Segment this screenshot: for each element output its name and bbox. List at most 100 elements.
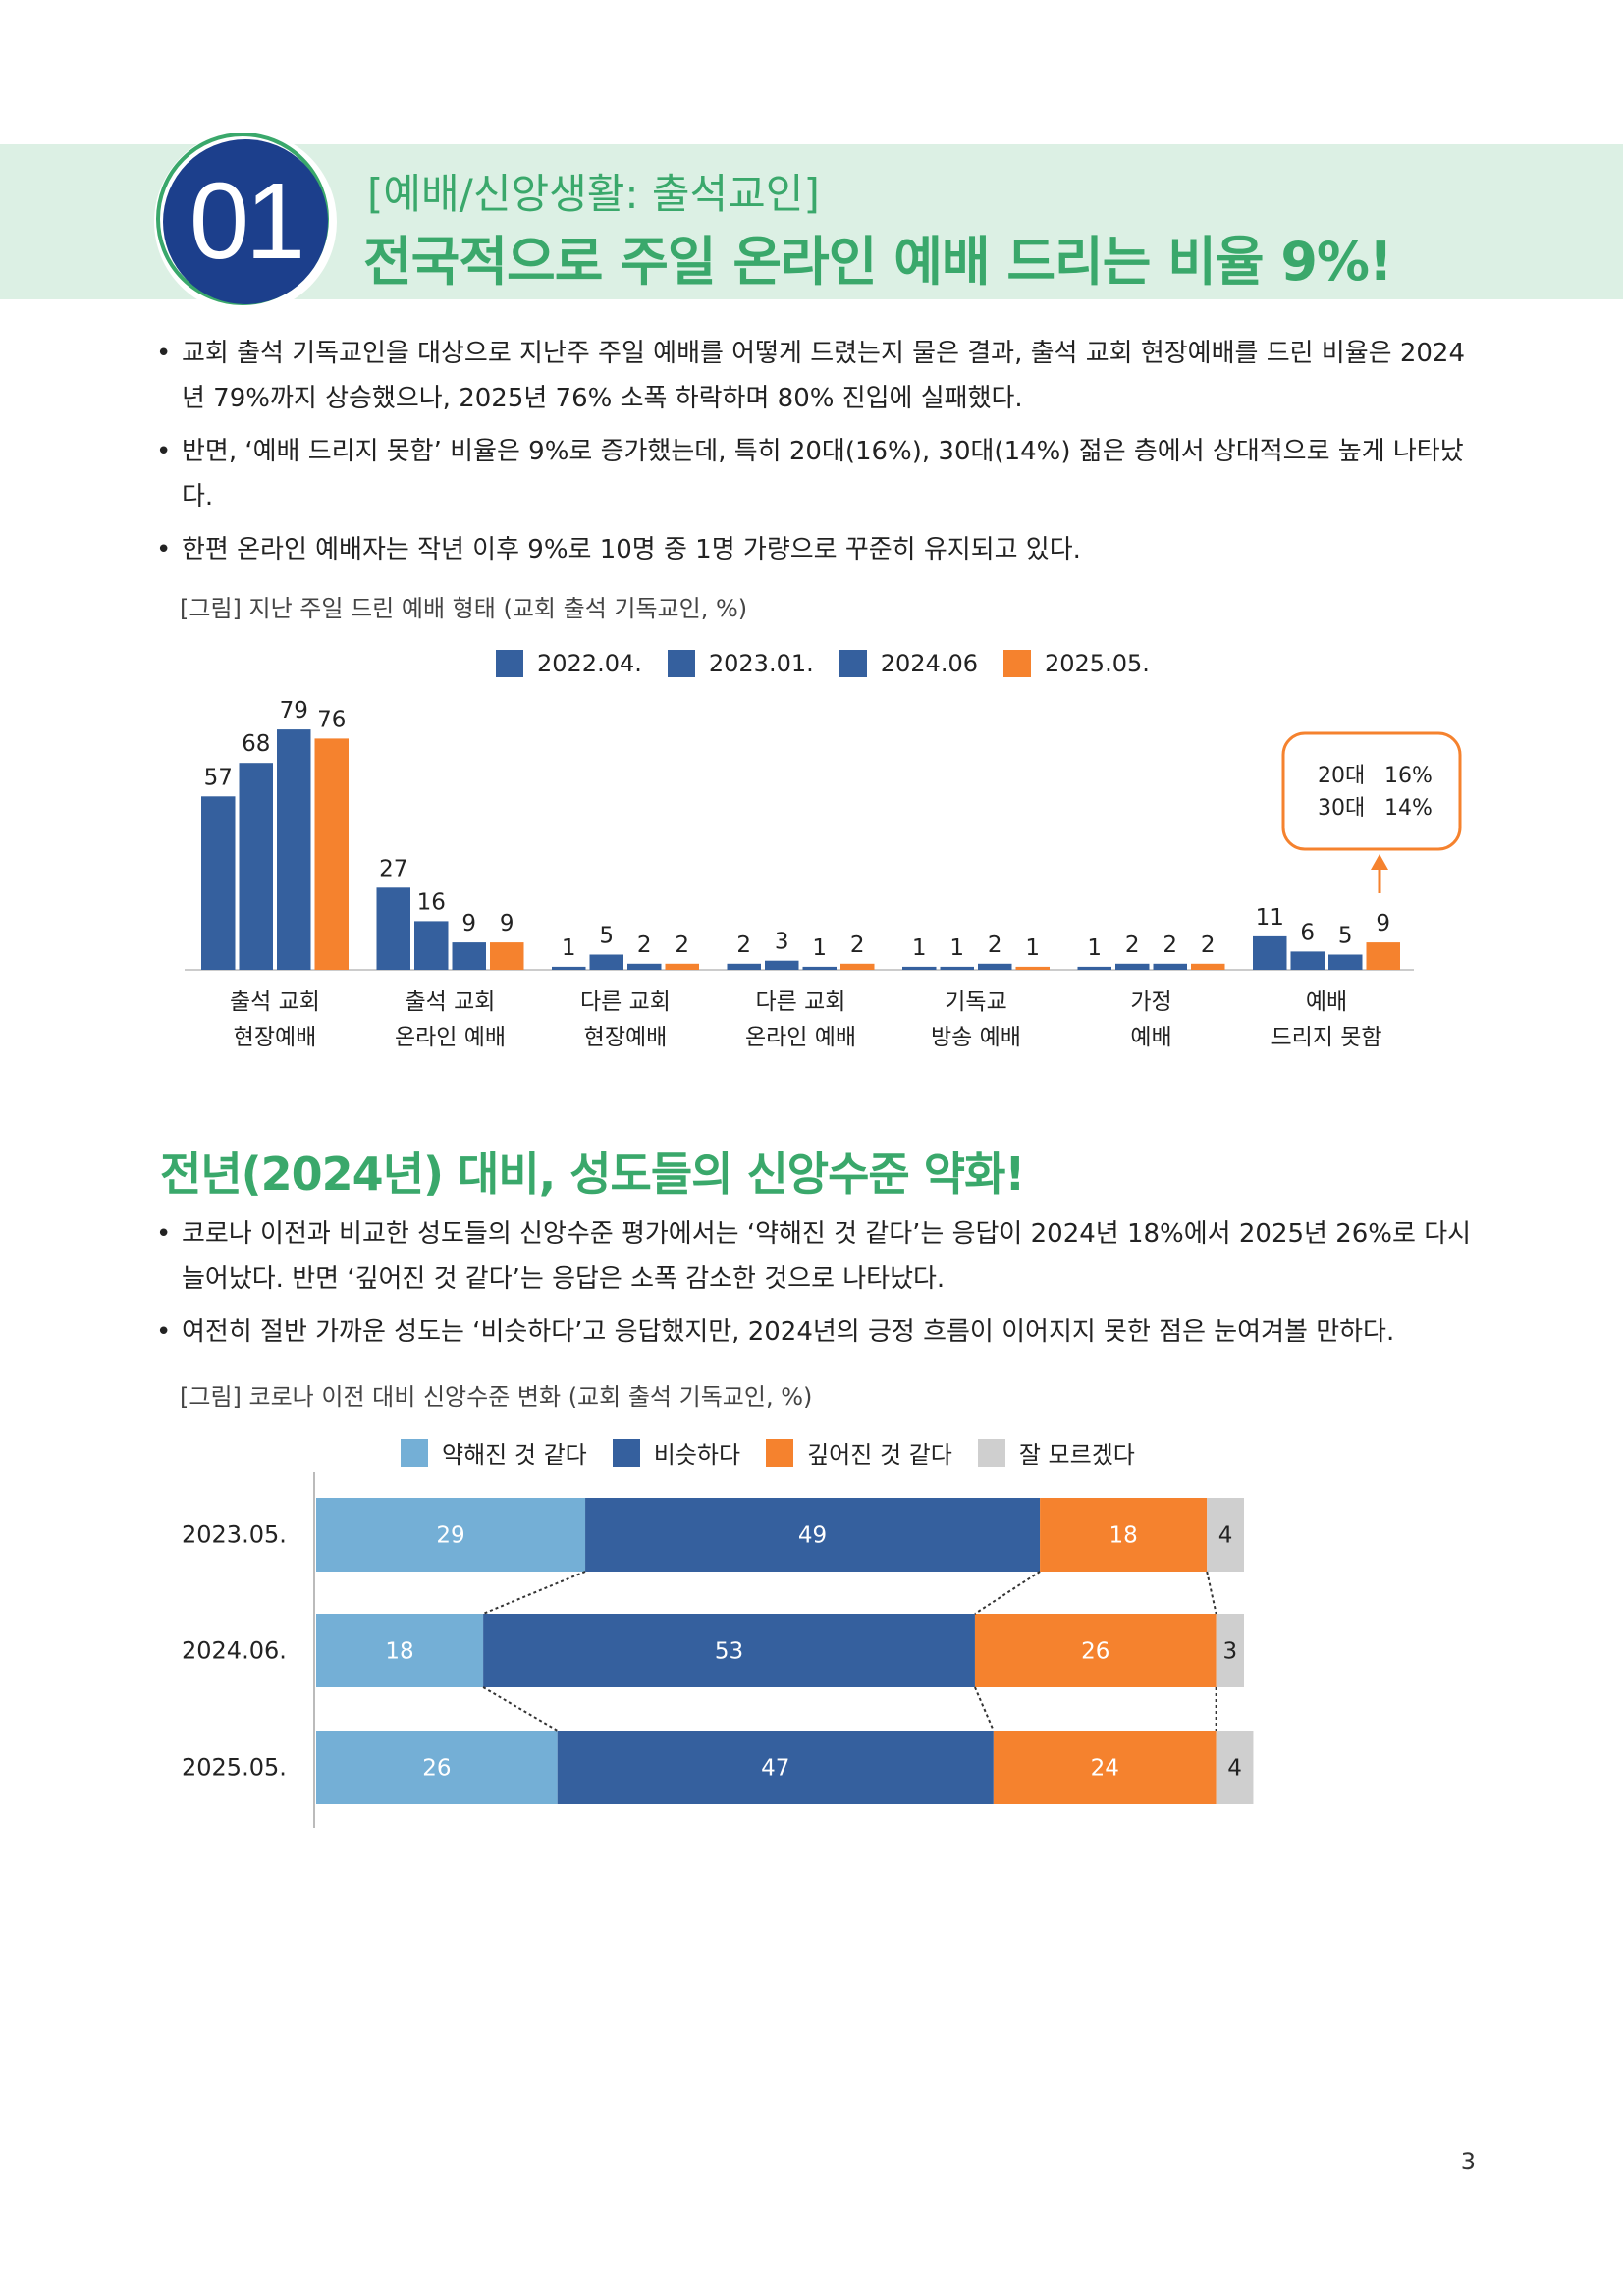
faith-level-chart: 2023.05. 29 49 18 4 2024.06. 18 53 26 3 2025.05. 26… <box>182 1472 1254 1828</box>
data-label: 1 <box>949 935 964 961</box>
bar <box>589 954 623 970</box>
data-label: 5 <box>599 924 614 949</box>
segment-label: 26 <box>1081 1639 1109 1665</box>
bar <box>1328 954 1363 970</box>
legend-item: 2023.01. <box>667 650 814 677</box>
bullet-item: 한편 온라인 예배자는 작년 이후 9%로 10명 중 1명 가량으로 꾸준히 … <box>152 527 1473 572</box>
data-label: 6 <box>1300 920 1315 945</box>
data-label: 76 <box>317 707 346 732</box>
bar <box>1290 951 1325 970</box>
data-label: 57 <box>204 765 233 790</box>
legend-item: 잘 모르겠다 <box>977 1435 1135 1469</box>
data-label: 1 <box>1087 935 1102 961</box>
row-label: 2024.06. <box>182 1637 287 1665</box>
category-label: 다른 교회 <box>756 989 846 1015</box>
bullet-item: 반면, ‘예배 드리지 못함’ 비율은 9%로 증가했는데, 특히 20대(16… <box>152 429 1473 519</box>
bar <box>665 963 699 970</box>
category-label: 온라인 예배 <box>395 1025 506 1050</box>
data-label: 2 <box>736 933 751 958</box>
data-label: 2 <box>988 933 1002 958</box>
chart2-legend: 약해진 것 같다 비슷하다 깊어진 것 같다 잘 모르겠다 <box>401 1435 1161 1469</box>
legend-item: 약해진 것 같다 <box>401 1435 587 1469</box>
legend-swatch <box>766 1438 794 1467</box>
bar <box>627 963 662 970</box>
segment-label: 26 <box>422 1756 451 1782</box>
legend-item: 깊어진 것 같다 <box>766 1435 952 1469</box>
category-label: 방송 예배 <box>931 1025 1021 1050</box>
header-subtitle: [예배/신앙생활: 출석교인] <box>367 170 820 218</box>
page-number: 3 <box>1460 2148 1476 2175</box>
connector-line <box>482 1686 559 1732</box>
data-label: 9 <box>1376 911 1390 936</box>
bar <box>727 963 761 970</box>
bar-segment <box>1216 1731 1254 1804</box>
legend-swatch <box>496 650 523 677</box>
data-label: 1 <box>1025 935 1040 961</box>
data-label: 2 <box>1201 933 1216 958</box>
legend-item: 비슷하다 <box>612 1435 740 1469</box>
data-label: 2 <box>850 933 865 958</box>
segment-label: 29 <box>436 1523 464 1549</box>
bar-segment <box>316 1498 586 1572</box>
segment-label: 47 <box>761 1756 789 1782</box>
bar-segment <box>1040 1498 1208 1572</box>
bullet-item: 여전히 절반 가까운 성도는 ‘비슷하다’고 응답했지만, 2024년의 긍정 … <box>152 1309 1473 1355</box>
bar <box>902 966 937 970</box>
data-label: 9 <box>461 911 476 936</box>
legend-label: 2024.06 <box>880 650 978 677</box>
header-title: 전국적으로 주일 온라인 예배 드리는 비율 9%! <box>363 231 1393 293</box>
bar <box>201 796 236 970</box>
data-label: 11 <box>1256 905 1284 931</box>
data-label: 5 <box>1338 924 1353 949</box>
legend-label: 2023.01. <box>708 650 814 677</box>
data-label: 27 <box>379 856 407 881</box>
bar <box>1191 963 1225 970</box>
connector-line <box>482 1571 586 1615</box>
bullet-item: 교회 출석 기독교인을 대상으로 지난주 주일 예배를 어떻게 드렸는지 물은 … <box>152 331 1473 421</box>
bar-segment <box>585 1498 1041 1572</box>
bar <box>1253 935 1287 970</box>
legend-swatch <box>839 650 867 677</box>
callout-label: 20대 <box>1318 764 1365 788</box>
data-label: 2 <box>637 933 652 958</box>
category-label: 예배 <box>1306 989 1347 1015</box>
bar-segment <box>1216 1614 1244 1687</box>
bar <box>314 738 349 970</box>
connector-line <box>974 1571 1041 1615</box>
data-label: 68 <box>242 731 270 757</box>
data-label: 79 <box>280 698 308 723</box>
segment-label: 4 <box>1227 1756 1242 1782</box>
bar <box>802 966 837 970</box>
bar-segment <box>316 1614 484 1687</box>
section1-bullets: 교회 출석 기독교인을 대상으로 지난주 주일 예배를 어떻게 드렸는지 물은 … <box>152 331 1473 580</box>
segment-label: 24 <box>1091 1756 1119 1782</box>
segment-label: 4 <box>1218 1523 1233 1549</box>
category-label: 출석 교회 <box>406 989 496 1015</box>
data-label: 2 <box>675 933 689 958</box>
chart2-caption: [그림] 코로나 이전 대비 신앙수준 변화 (교회 출석 기독교인, %) <box>180 1383 813 1411</box>
row-label: 2025.05. <box>182 1754 287 1782</box>
bar <box>978 963 1012 970</box>
category-label: 출석 교회 <box>230 989 320 1015</box>
data-label: 16 <box>417 889 446 915</box>
data-label: 2 <box>1163 933 1177 958</box>
data-label: 3 <box>775 930 789 955</box>
section2-bullets: 코로나 이전과 비교한 성도들의 신앙수준 평가에서는 ‘약해진 것 같다’는 … <box>152 1211 1473 1362</box>
legend-swatch <box>612 1438 640 1467</box>
category-label: 기독교 <box>945 989 1006 1015</box>
row-label: 2023.05. <box>182 1522 287 1549</box>
category-label: 현장예배 <box>234 1025 317 1050</box>
connector-line <box>1206 1571 1217 1615</box>
bar-segment <box>316 1731 558 1804</box>
data-label: 1 <box>562 935 576 961</box>
category-label: 예배 <box>1130 1025 1171 1050</box>
legend-swatch <box>1003 650 1031 677</box>
bar <box>1115 963 1150 970</box>
segment-label: 3 <box>1223 1639 1238 1665</box>
bar <box>277 729 311 970</box>
bar <box>765 960 799 970</box>
bar <box>1153 963 1187 970</box>
bar-segment <box>1207 1498 1244 1572</box>
legend-label: 약해진 것 같다 <box>442 1441 587 1468</box>
legend-label: 2022.04. <box>537 650 642 677</box>
